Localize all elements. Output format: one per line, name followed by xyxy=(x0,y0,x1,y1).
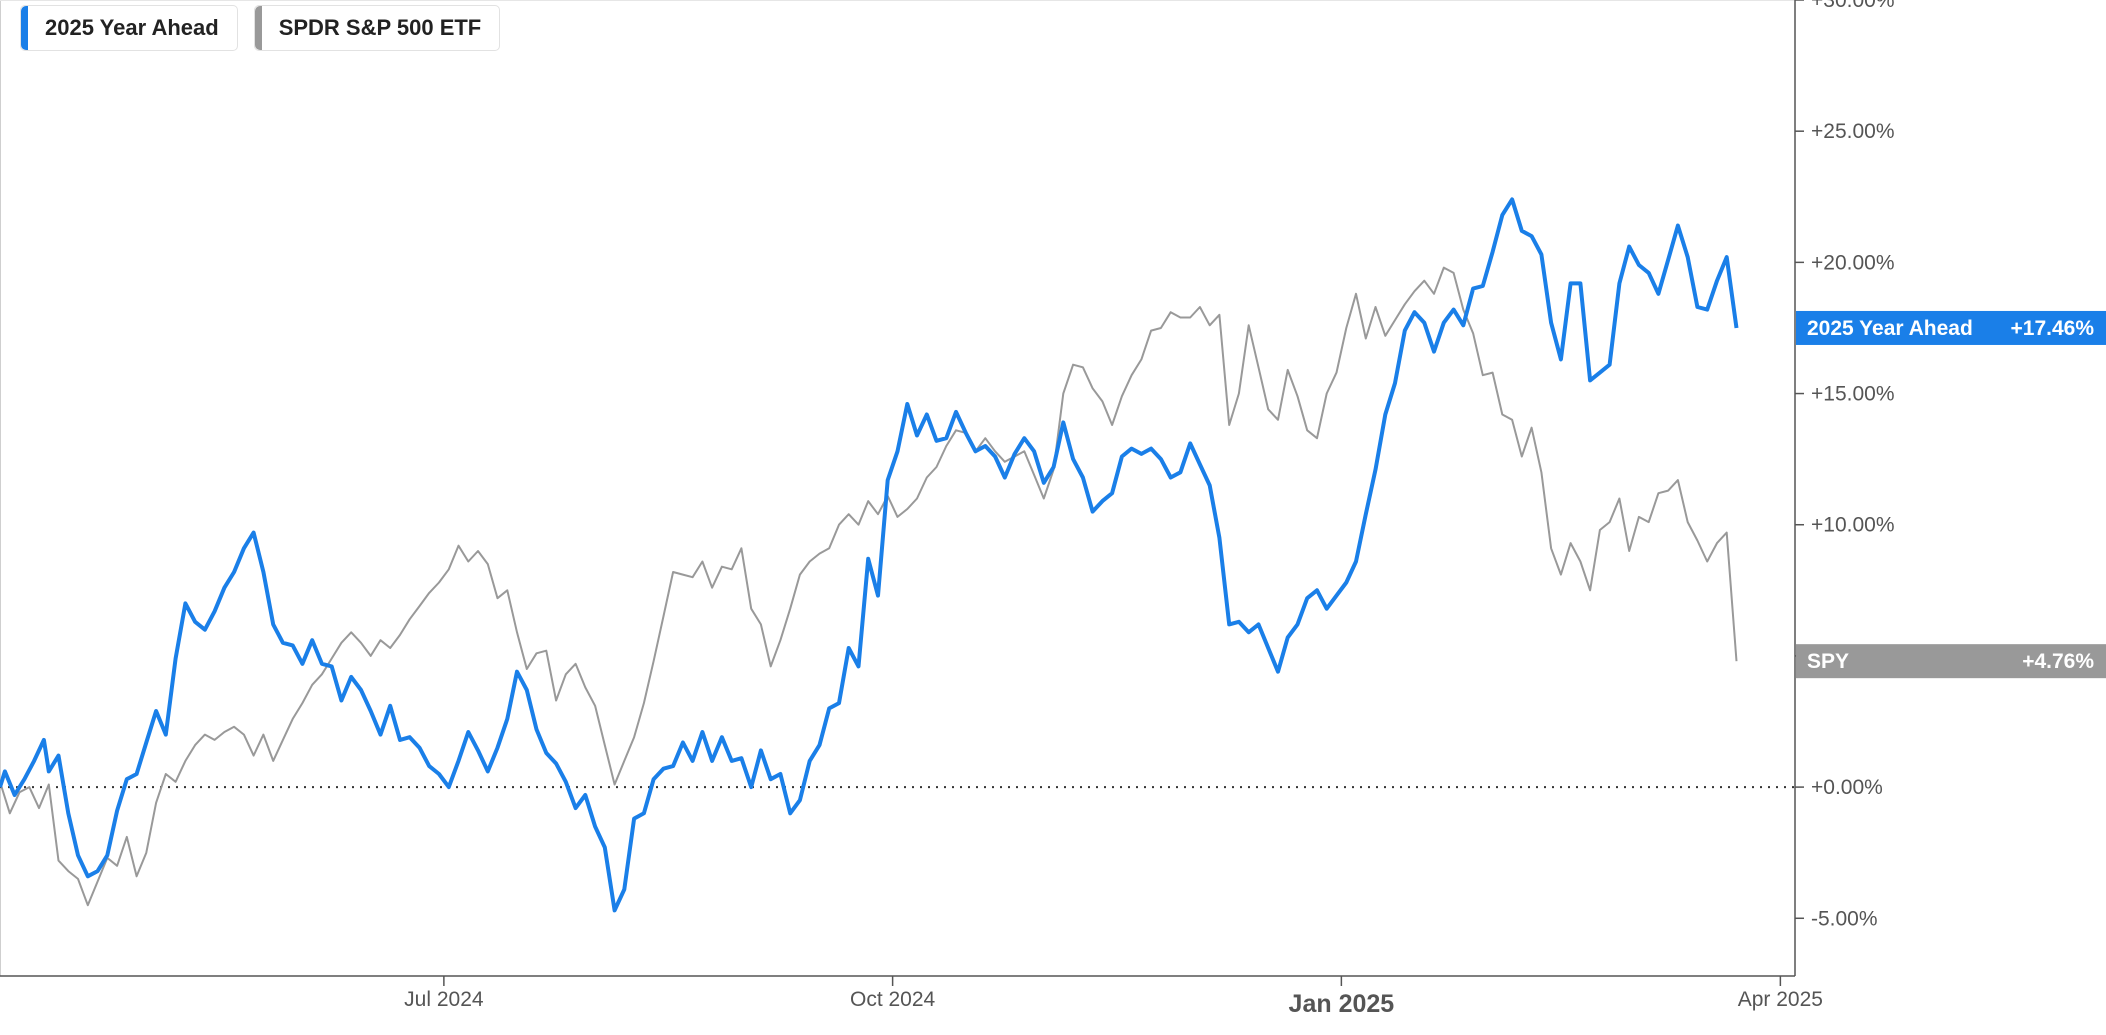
x-tick-label: Jul 2024 xyxy=(404,988,484,1011)
chart-lines xyxy=(0,197,1739,913)
badge-background xyxy=(1796,310,2106,345)
series-line-2025-year-ahead xyxy=(0,197,1739,913)
y-tick-label: +10.00% xyxy=(1811,514,1895,537)
x-tick-label: Apr 2025 xyxy=(1738,988,1823,1011)
badge-name: SPY xyxy=(1807,650,1849,673)
legend-swatch-gray xyxy=(254,6,262,50)
legend: 2025 Year Ahead SPDR S&P 500 ETF xyxy=(20,5,501,51)
legend-label: 2025 Year Ahead xyxy=(45,15,219,40)
y-tick-label: -5.00% xyxy=(1811,907,1878,930)
y-tick-label: +25.00% xyxy=(1811,120,1895,143)
value-badges: 2025 Year Ahead +17.46% SPY +4.76% xyxy=(1796,310,2106,679)
badge-value: +4.76% xyxy=(2022,650,2094,673)
legend-item-2025-year-ahead[interactable]: 2025 Year Ahead xyxy=(20,5,238,51)
series-line-spy xyxy=(0,266,1738,907)
x-tick-label: Jan 2025 xyxy=(1289,990,1395,1018)
badge-name: 2025 Year Ahead xyxy=(1807,317,1973,340)
badge-2025-year-ahead: 2025 Year Ahead +17.46% xyxy=(1796,310,2106,345)
badge-value: +17.46% xyxy=(2011,317,2095,340)
badge-background xyxy=(1796,644,2106,679)
badge-spy: SPY +4.76% xyxy=(1796,644,2106,679)
y-tick-label: +15.00% xyxy=(1811,383,1895,406)
legend-swatch-blue xyxy=(21,6,28,50)
y-tick-label: +30.00% xyxy=(1811,0,1895,12)
y-tick-label: +0.00% xyxy=(1811,776,1883,799)
y-tick-label: +20.00% xyxy=(1811,251,1895,274)
x-tick-label: Oct 2024 xyxy=(850,988,936,1011)
chart-axes: -5.00%+0.00%+5.00%+10.00%+15.00%+20.00%+… xyxy=(0,0,1895,1018)
legend-label: SPDR S&P 500 ETF xyxy=(278,15,482,40)
legend-item-spdr-sp500-etf[interactable]: SPDR S&P 500 ETF xyxy=(253,5,501,51)
